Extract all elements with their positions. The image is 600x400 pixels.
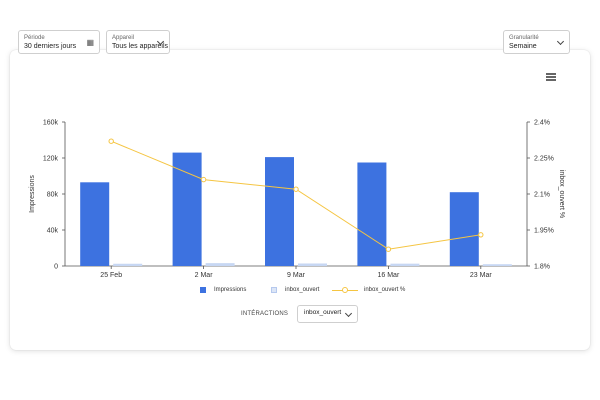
legend-label-inbox-ouvert-pct: inbox_ouvert % [364,287,406,293]
x-tick-label: 16 Mar [378,272,400,279]
y2-tick-label: 1.95% [534,228,554,235]
y-tick-label: 0 [54,264,58,271]
y2-tick-label: 2.4% [534,120,550,127]
point-inbox-ouvert-pct [385,246,392,252]
legend-swatch-inbox-ouvert [271,287,277,293]
legend-label-inbox-ouvert: inbox_ouvert [285,287,320,293]
y-tick-label: 120k [43,156,59,163]
interactions-value: inbox_ouvert [304,309,342,316]
legend-label-impressions: Impressions [214,287,247,293]
legend-swatch-inbox-ouvert-pct [332,287,358,293]
bar-inbox-ouvert [205,263,235,266]
legend-swatch-impressions [200,287,206,293]
x-tick-label: 25 Feb [100,272,122,279]
granularity-label: Granularité [509,35,539,41]
legend-inbox-ouvert[interactable]: inbox_ouvert [271,287,319,293]
x-tick-label: 2 Mar [195,272,214,279]
legend-impressions[interactable]: Impressions [200,287,246,293]
x-tick-label: 23 Mar [470,272,492,279]
bar-impressions [265,157,294,266]
interactions-label: INTÉRACTIONS [241,311,289,317]
interactions-select[interactable]: inbox_ouvert [297,305,358,323]
chart-menu-icon[interactable] [546,73,556,81]
granularity-select[interactable]: Granularité Semaine [503,30,570,54]
bar-inbox-ouvert [298,263,327,266]
chevron-down-icon [344,309,353,318]
legend-inbox-ouvert-pct[interactable]: inbox_ouvert % [332,287,405,293]
y2-tick-label: 1.8% [534,264,550,271]
granularity-value: Semaine [509,43,537,50]
device-label: Appareil [112,35,135,41]
point-inbox-ouvert-pct [478,232,484,238]
point-inbox-ouvert-pct [293,186,299,192]
bar-impressions [357,162,387,266]
period-value: 30 derniers jours [24,43,77,50]
bar-inbox-ouvert [113,263,143,266]
y-tick-label: 160k [43,120,59,127]
y2-axis-title: inbox_ouvert % [558,170,565,218]
bar-inbox-ouvert [390,263,420,266]
y2-tick-label: 2.25% [534,156,554,163]
period-label: Période [24,35,45,41]
y2-tick-label: 2.1% [534,192,550,199]
line-inbox-ouvert-pct [111,140,481,250]
y-tick-label: 80k [47,192,59,199]
bar-impressions [449,192,479,266]
x-tick-label: 9 Mar [287,272,306,279]
bar-inbox-ouvert [482,264,512,266]
device-value: Tous les appareils [112,43,169,50]
bar-impressions [172,152,202,266]
device-select[interactable]: Appareil Tous les appareils [106,30,170,54]
point-inbox-ouvert-pct [200,176,207,183]
y-tick-label: 40k [47,228,59,235]
point-inbox-ouvert-pct [108,138,114,144]
calendar-icon: ▦ [86,38,94,47]
bar-impressions [80,182,110,266]
combo-chart: 0 40k 80k 120k 160k 1.8% 1.95% 2.1% 2.25% 2.4% Imp… [29,120,565,280]
period-select[interactable]: Période 30 derniers jours ▦ [18,30,100,54]
y-axis-title: Impressions [29,175,36,213]
